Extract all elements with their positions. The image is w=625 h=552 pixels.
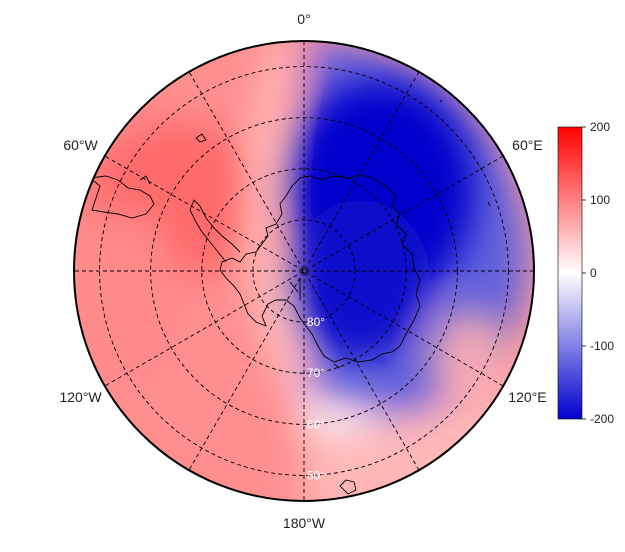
longitude-label: 180°W xyxy=(283,515,326,531)
ice-shelf-line xyxy=(289,278,301,300)
colorbar-tick-label: -100 xyxy=(590,339,614,353)
colorbar-tick-label: 0 xyxy=(590,266,597,280)
latitude-circle xyxy=(150,117,458,425)
latitude-circle xyxy=(99,66,509,476)
colorbar-tick-label: 200 xyxy=(590,120,610,134)
longitude-label: 60°W xyxy=(63,137,98,153)
longitude-label: 0° xyxy=(297,11,310,27)
anomaly-field xyxy=(74,41,534,501)
latitude-label: 60° xyxy=(307,417,325,431)
antarctic-peninsula xyxy=(189,199,241,263)
latitude-label: 80° xyxy=(307,315,325,329)
colorbar-tick-label: 100 xyxy=(590,193,610,207)
colorbar-ticks: 200 100 0 -100 -200 xyxy=(582,120,614,426)
longitude-label: 60°E xyxy=(512,137,543,153)
colorbar-tick-label: -200 xyxy=(590,412,614,426)
south-america-coastline xyxy=(88,175,155,219)
coastlines xyxy=(88,99,491,495)
falklands xyxy=(195,133,207,143)
colorbar: 200 100 0 -100 -200 xyxy=(557,120,614,426)
colorbar-bar xyxy=(557,126,583,420)
antarctica-coastline xyxy=(219,174,421,363)
latitude-label: 70° xyxy=(307,366,325,380)
longitude-labels: 0° 60°E 120°E 180°W 120°W 60°W xyxy=(59,11,546,531)
graticule xyxy=(74,41,534,501)
longitude-label: 120°W xyxy=(59,389,102,405)
new-zealand-coastline xyxy=(339,479,357,495)
longitude-label: 120°E xyxy=(508,389,546,405)
latitude-labels: 80° 70° 60° 50° xyxy=(307,315,325,482)
latitude-label: 50° xyxy=(307,468,325,482)
map-boundary xyxy=(73,40,535,502)
